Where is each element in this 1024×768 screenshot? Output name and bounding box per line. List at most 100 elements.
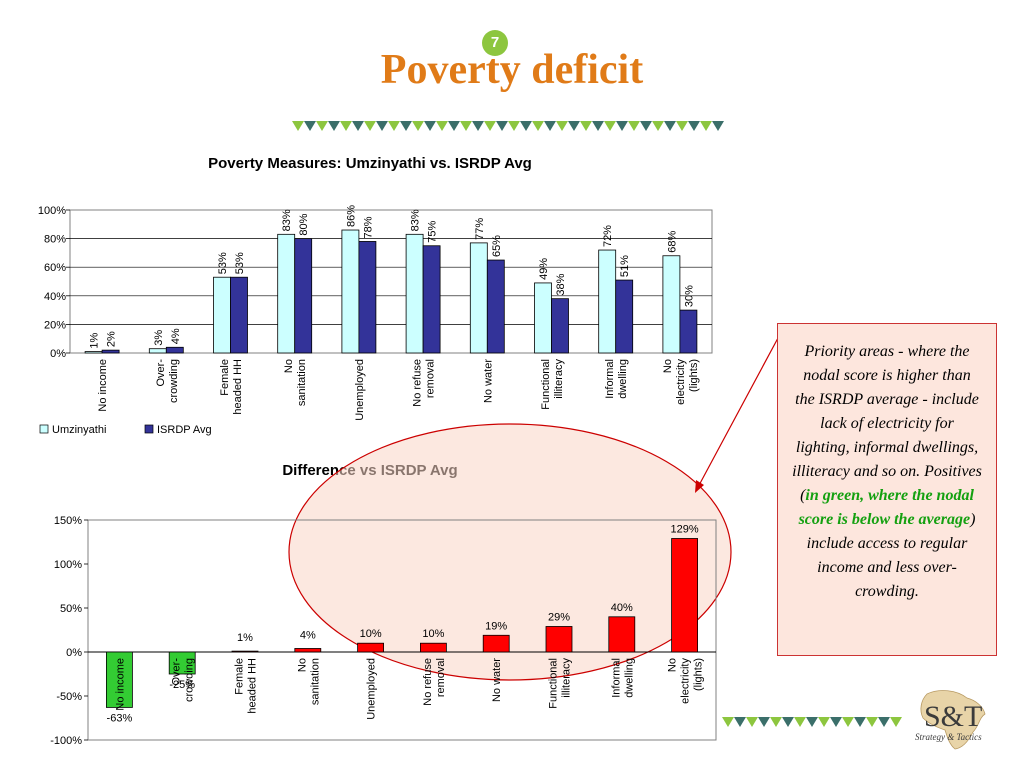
band-triangle	[400, 121, 412, 131]
chart1-bar-umzinyathi	[534, 282, 552, 354]
chart1-category-label: sanitation	[296, 359, 308, 406]
band-triangle	[688, 121, 700, 131]
band-triangle	[484, 121, 496, 131]
chart1-category-label: Functional	[540, 359, 552, 410]
chart1-data-label: 72%	[602, 225, 614, 247]
chart2-data-label: -63%	[107, 712, 133, 724]
band-triangle	[364, 121, 376, 131]
chart1-category-label: No	[283, 359, 295, 373]
chart1-category-label: Female	[219, 359, 231, 396]
chart2-category-label: Unemployed	[366, 658, 378, 720]
slide-title: Poverty deficit	[380, 47, 644, 93]
callout-text-end: ) include access to regular income and l…	[806, 511, 976, 600]
chart2-data-label: 40%	[611, 602, 633, 614]
chart1-data-label: 53%	[217, 252, 229, 274]
band-triangle	[448, 121, 460, 131]
band-triangle	[806, 717, 818, 727]
band-triangle	[556, 121, 568, 131]
band-triangle	[794, 717, 806, 727]
chart2-category-label: No	[296, 658, 308, 672]
chart1-bar-umzinyathi	[84, 351, 103, 354]
chart2-data-label: 1%	[237, 632, 253, 644]
chart1-data-label: 1%	[89, 332, 101, 348]
chart1-category-label: No refuse	[412, 359, 424, 407]
chart1-y-tick-label: 80%	[44, 234, 66, 246]
chart1-bar-umzinyathi	[598, 249, 617, 354]
chart2-category-label: No income	[114, 658, 126, 711]
chart1-y-tick-label: 20%	[44, 319, 66, 331]
chart2-bar-positive	[357, 642, 385, 653]
chart1-bar-umzinyathi	[405, 233, 424, 354]
chart1-data-label: 38%	[555, 273, 567, 295]
band-triangle	[376, 121, 388, 131]
chart1-category-label: crowding	[168, 359, 180, 403]
chart2-category-label: crowding	[184, 658, 196, 702]
chart1-bar-isrdp	[294, 238, 313, 354]
band-triangle	[700, 121, 712, 131]
chart1-data-label: 51%	[619, 255, 631, 277]
band-triangle	[532, 121, 544, 131]
chart2-data-label: 19%	[485, 620, 507, 632]
callout-text-green: in green, where the nodal score is below…	[798, 487, 974, 528]
chart1-category-label: No water	[482, 359, 494, 403]
chart2-category-label: Female	[234, 658, 246, 695]
band-triangle	[830, 717, 842, 727]
band-triangle	[304, 121, 316, 131]
chart1-data-label: 2%	[106, 331, 118, 347]
callout-arrow-head	[695, 480, 704, 493]
chart1-category-label: Unemployed	[354, 359, 366, 421]
band-triangle	[758, 717, 770, 727]
chart1-data-label: 3%	[153, 330, 165, 346]
band-triangle	[782, 717, 794, 727]
chart1-bar-umzinyathi	[662, 255, 681, 354]
band-triangle	[722, 717, 734, 727]
chart2-y-tick-label: 50%	[60, 603, 82, 615]
band-triangle	[412, 121, 424, 131]
chart1-data-label: 53%	[234, 252, 246, 274]
chart1-data-label: 65%	[491, 235, 503, 257]
chart1-category-label: Informal	[604, 359, 616, 399]
chart2-category-label: illiteracy	[561, 658, 573, 698]
band-triangle	[640, 121, 652, 131]
chart2-bar-positive	[608, 616, 636, 653]
chart2-category-label: headed HH	[247, 658, 259, 714]
chart1-category-label: removal	[425, 359, 437, 398]
chart2-category-label: Over-	[171, 658, 183, 686]
chart1-y-tick-label: 100%	[38, 205, 66, 217]
chart2-category-label: electricity	[680, 658, 692, 704]
band-triangle	[676, 121, 688, 131]
band-triangle	[628, 121, 640, 131]
slide-number-badge: 7	[482, 30, 508, 56]
chart1-y-tick-label: 40%	[44, 291, 66, 303]
chart2-bar-negative	[168, 651, 196, 675]
chart1-data-label: 83%	[281, 209, 293, 231]
chart2-category-label: removal	[435, 658, 447, 697]
chart2-y-tick-label: -50%	[56, 691, 82, 703]
chart1-bar-umzinyathi	[341, 229, 360, 354]
callout-arrow	[696, 337, 779, 490]
chart1-bar-isrdp	[101, 349, 120, 354]
callout-text: Priority areas - where the nodal score i…	[792, 343, 982, 504]
chart2-y-tick-label: 100%	[54, 559, 82, 571]
band-triangle	[328, 121, 340, 131]
chart2-data-label: -25%	[169, 679, 195, 691]
chart2-category-label: No water	[491, 658, 503, 702]
chart2-bar-positive	[294, 648, 322, 653]
chart1-category-label: dwelling	[617, 359, 629, 399]
chart2-data-label: 129%	[671, 523, 699, 535]
band-triangle	[568, 121, 580, 131]
chart1-plot-area	[69, 209, 713, 354]
chart1-data-label: 68%	[666, 231, 678, 253]
chart2-category-label: Informal	[610, 658, 622, 698]
chart2-bar-positive	[482, 634, 510, 653]
chart2-bar-positive	[545, 626, 573, 653]
chart1-legend-swatch	[144, 424, 154, 434]
chart1-legend-label: Umzinyathi	[52, 424, 106, 436]
chart1-bar-umzinyathi	[148, 348, 167, 354]
band-triangle	[818, 717, 830, 727]
band-triangle	[544, 121, 556, 131]
chart2-data-label: 4%	[300, 629, 316, 641]
band-triangle	[472, 121, 484, 131]
band-triangle	[424, 121, 436, 131]
chart1-bar-isrdp	[486, 259, 505, 354]
